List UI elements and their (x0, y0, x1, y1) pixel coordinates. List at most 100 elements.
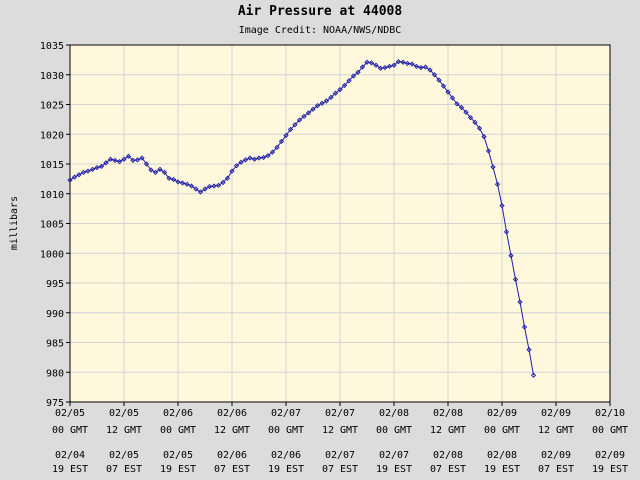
data-point (355, 69, 361, 76)
data-point (184, 181, 190, 187)
data-point (382, 64, 388, 71)
x-tick-date-gmt: 02/05 (109, 408, 139, 419)
data-point (283, 132, 289, 139)
data-point (526, 347, 532, 353)
data-point (134, 157, 141, 163)
x-tick-time-est: 19 EST (52, 464, 88, 475)
x-tick-time-est: 19 EST (484, 464, 520, 475)
data-point (386, 63, 393, 70)
data-point (350, 73, 357, 79)
data-point (310, 106, 316, 112)
data-point (508, 252, 514, 259)
data-point (71, 174, 78, 180)
x-tick-time-gmt: 00 GMT (52, 425, 88, 436)
data-point (301, 113, 307, 120)
data-point (476, 125, 483, 131)
data-point (359, 64, 366, 70)
x-tick-date-gmt: 02/09 (487, 408, 517, 419)
data-point (256, 155, 262, 161)
data-point (175, 179, 181, 185)
x-tick-date-est: 02/05 (163, 450, 193, 461)
data-point (148, 167, 154, 173)
data-point (287, 126, 294, 133)
x-tick-date-est: 02/06 (271, 450, 301, 461)
x-tick-time-est: 19 EST (268, 464, 304, 475)
data-point (463, 109, 469, 115)
data-point (179, 180, 186, 186)
x-tick-time-gmt: 00 GMT (268, 425, 304, 436)
data-point (89, 166, 96, 172)
x-tick-time-gmt: 12 GMT (538, 425, 574, 436)
data-point (85, 168, 91, 174)
data-point (499, 203, 505, 209)
chart-title: Air Pressure at 44008 (237, 4, 403, 19)
data-point (368, 60, 375, 66)
data-point (260, 154, 267, 161)
y-tick-label: 1035 (40, 41, 64, 52)
data-point (431, 72, 438, 78)
data-point (319, 100, 325, 106)
x-tick-time-est: 07 EST (538, 464, 574, 475)
y-tick-label: 1030 (40, 71, 64, 82)
data-point (112, 157, 118, 164)
data-point (238, 159, 244, 165)
data-point (143, 161, 150, 167)
data-point (436, 77, 442, 83)
y-tick-label: 1020 (40, 130, 64, 141)
x-tick-date-gmt: 02/07 (325, 408, 355, 419)
data-point (166, 175, 172, 181)
data-point (107, 156, 114, 162)
x-tick-date-est: 02/09 (541, 450, 571, 461)
data-point (220, 179, 226, 186)
y-tick-label: 990 (46, 309, 64, 320)
x-tick-date-est: 02/08 (433, 450, 463, 461)
data-point (409, 61, 415, 67)
data-point (449, 95, 456, 101)
data-point (121, 156, 127, 162)
data-point (233, 163, 240, 169)
x-tick-time-est: 19 EST (592, 464, 628, 475)
y-tick-label: 975 (46, 398, 64, 409)
data-point (458, 104, 465, 111)
data-point (454, 101, 460, 107)
data-point (472, 119, 478, 125)
x-tick-date-est: 02/08 (487, 450, 517, 461)
x-tick-date-gmt: 02/05 (55, 408, 85, 419)
x-tick-time-est: 19 EST (376, 464, 412, 475)
chart-subtitle: Image Credit: NOAA/NWS/NDBC (238, 25, 402, 36)
data-point (332, 90, 339, 96)
data-point (152, 169, 159, 175)
x-tick-time-gmt: 00 GMT (484, 425, 520, 436)
x-tick-time-est: 07 EST (322, 464, 358, 475)
data-point (278, 138, 285, 145)
data-point (67, 177, 73, 183)
data-point (188, 183, 195, 189)
data-point (274, 144, 280, 150)
data-point (364, 59, 370, 65)
y-tick-label: 1000 (40, 249, 64, 260)
x-tick-date-est: 02/07 (325, 450, 355, 461)
data-point (193, 186, 199, 192)
x-tick-time-gmt: 00 GMT (160, 425, 196, 436)
x-tick-time-est: 07 EST (214, 464, 250, 475)
data-point (80, 169, 87, 175)
x-tick-date-est: 02/04 (55, 450, 85, 461)
x-tick-time-est: 07 EST (430, 464, 466, 475)
data-point (211, 183, 217, 189)
data-point (418, 64, 424, 71)
data-point (242, 157, 249, 163)
x-tick-date-est: 02/06 (217, 450, 247, 461)
data-point (98, 163, 105, 170)
data-point (413, 63, 420, 70)
series-group (67, 59, 537, 378)
data-point (116, 158, 123, 165)
y-tick-label: 1005 (40, 220, 64, 231)
data-point (521, 324, 528, 330)
x-tick-date-est: 02/09 (595, 450, 625, 461)
x-tick-date-gmt: 02/06 (217, 408, 247, 419)
y-tick-label: 1010 (40, 190, 64, 201)
data-point (481, 133, 487, 140)
data-point (130, 157, 136, 164)
x-tick-date-gmt: 02/06 (163, 408, 193, 419)
data-point (161, 169, 168, 175)
